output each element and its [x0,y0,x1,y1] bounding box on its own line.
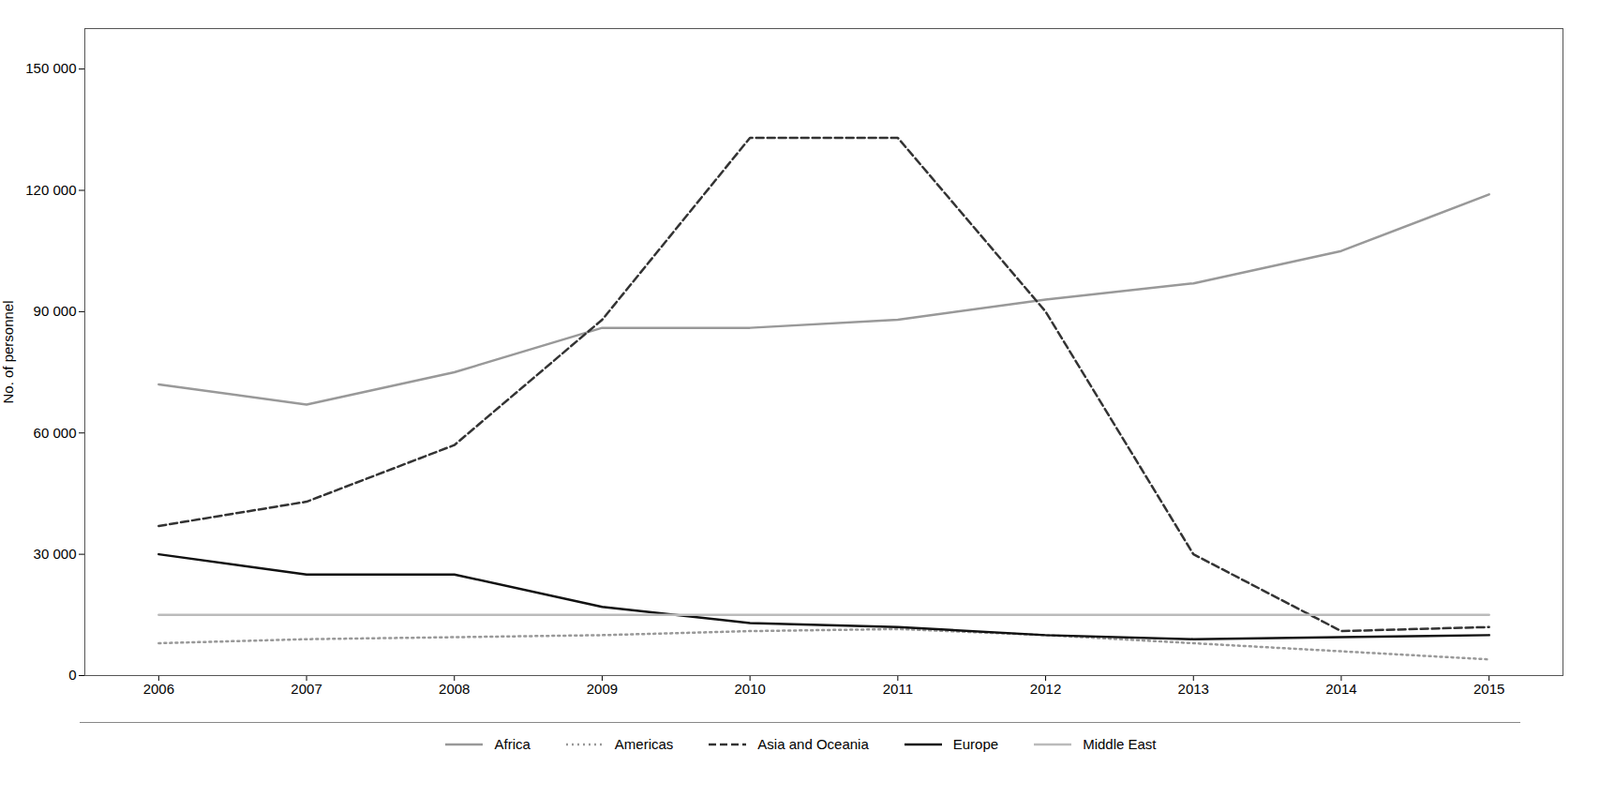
html-text:Middle East: Middle East [1082,735,1157,752]
svg-text:60 000: 60 000 [33,424,77,441]
svg-text:2011: 2011 [882,680,913,697]
svg-text:0: 0 [68,666,76,683]
svg-text:2013: 2013 [1178,680,1210,697]
html-text:Africa: Africa [494,735,531,752]
svg-text:2007: 2007 [290,680,322,697]
svg-text:2015: 2015 [1473,680,1505,697]
svg-text:90 000: 90 000 [33,302,77,319]
html-text:Asia and Oceania: Asia and Oceania [757,735,869,752]
svg-text:120 000: 120 000 [25,181,76,198]
svg-text:2006: 2006 [143,680,175,697]
svg-text:No. of personnel: No. of personnel [0,299,16,404]
svg-text:2008: 2008 [438,680,470,697]
svg-text:150 000: 150 000 [25,59,76,76]
svg-text:2010: 2010 [733,680,765,697]
html-text:Europe: Europe [953,735,999,752]
svg-text:2009: 2009 [586,680,618,697]
svg-text:2012: 2012 [1030,680,1062,697]
html-text:Americas: Americas [614,735,674,752]
svg-text:30 000: 30 000 [33,545,77,562]
svg-text:2014: 2014 [1325,680,1357,697]
